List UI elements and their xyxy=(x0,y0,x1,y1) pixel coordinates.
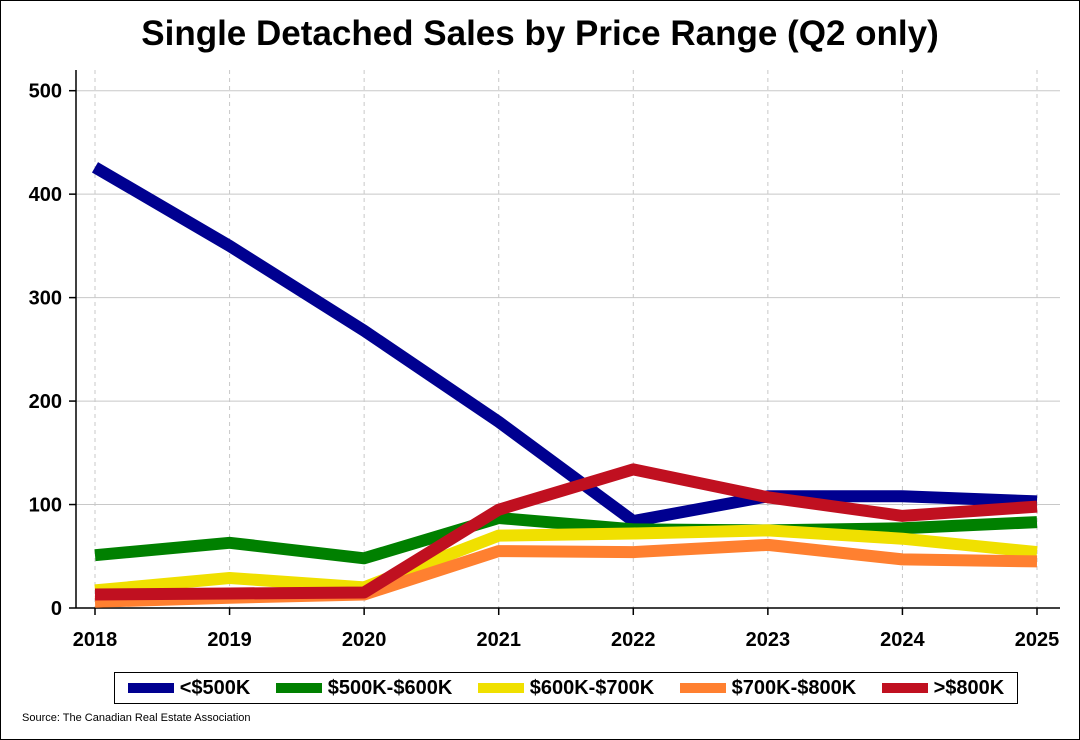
x-tick-label: 2023 xyxy=(746,629,791,651)
y-tick-label: 500 xyxy=(29,81,62,103)
legend-item: $500K-$600K xyxy=(275,676,453,700)
legend-item: $600K-$700K xyxy=(477,676,655,700)
y-tick-label: 0 xyxy=(51,598,62,620)
series-group xyxy=(91,162,1038,528)
legend-label: $700K-$800K xyxy=(731,676,857,699)
x-tick-label: 2020 xyxy=(342,629,387,651)
legend-item: $700K-$800K xyxy=(679,676,857,700)
legend-swatch xyxy=(679,683,726,693)
y-tick-label: 200 xyxy=(29,391,62,413)
x-tick-label: 2019 xyxy=(207,629,252,651)
legend: <$500K $500K-$600K $600K-$700K $700K-$800K >… xyxy=(114,672,1018,704)
y-tick-label: 400 xyxy=(29,184,62,206)
legend-label: $600K-$700K xyxy=(529,676,655,699)
chart-title: Single Detached Sales by Price Range (Q2… xyxy=(141,14,939,53)
x-tick-label: 2024 xyxy=(880,629,925,651)
x-tick-label: 2022 xyxy=(611,629,656,651)
legend-label: $500K-$600K xyxy=(327,676,453,699)
x-tick-label: 2021 xyxy=(476,629,521,651)
legend-label: >$800K xyxy=(933,676,1005,699)
legend-item: >$800K xyxy=(881,676,1005,700)
axis-layer xyxy=(69,70,1060,615)
legend-swatch xyxy=(275,683,322,693)
series-group xyxy=(94,463,1038,601)
series-line xyxy=(94,463,1038,601)
series-line xyxy=(91,162,1038,528)
x-tick-label: 2025 xyxy=(1015,629,1060,651)
source-note: Source: The Canadian Real Estate Associa… xyxy=(22,712,251,724)
tick-layer: 0 100 200 300 400 500 2018 2019 2020 2021 2022 2023… xyxy=(29,81,1060,651)
y-tick-label: 100 xyxy=(29,495,62,517)
legend-swatch xyxy=(881,683,928,693)
x-tick-label: 2018 xyxy=(73,629,118,651)
series-layer xyxy=(91,162,1038,608)
legend-label: <$500K xyxy=(179,676,251,699)
legend-swatch xyxy=(477,683,524,693)
grid-layer xyxy=(76,70,1060,608)
series-line xyxy=(94,524,1038,597)
series-group xyxy=(94,524,1038,597)
series-line xyxy=(94,512,1038,565)
legend-item: <$500K xyxy=(127,676,251,700)
y-tick-label: 300 xyxy=(29,288,62,310)
legend-swatch xyxy=(127,683,174,693)
